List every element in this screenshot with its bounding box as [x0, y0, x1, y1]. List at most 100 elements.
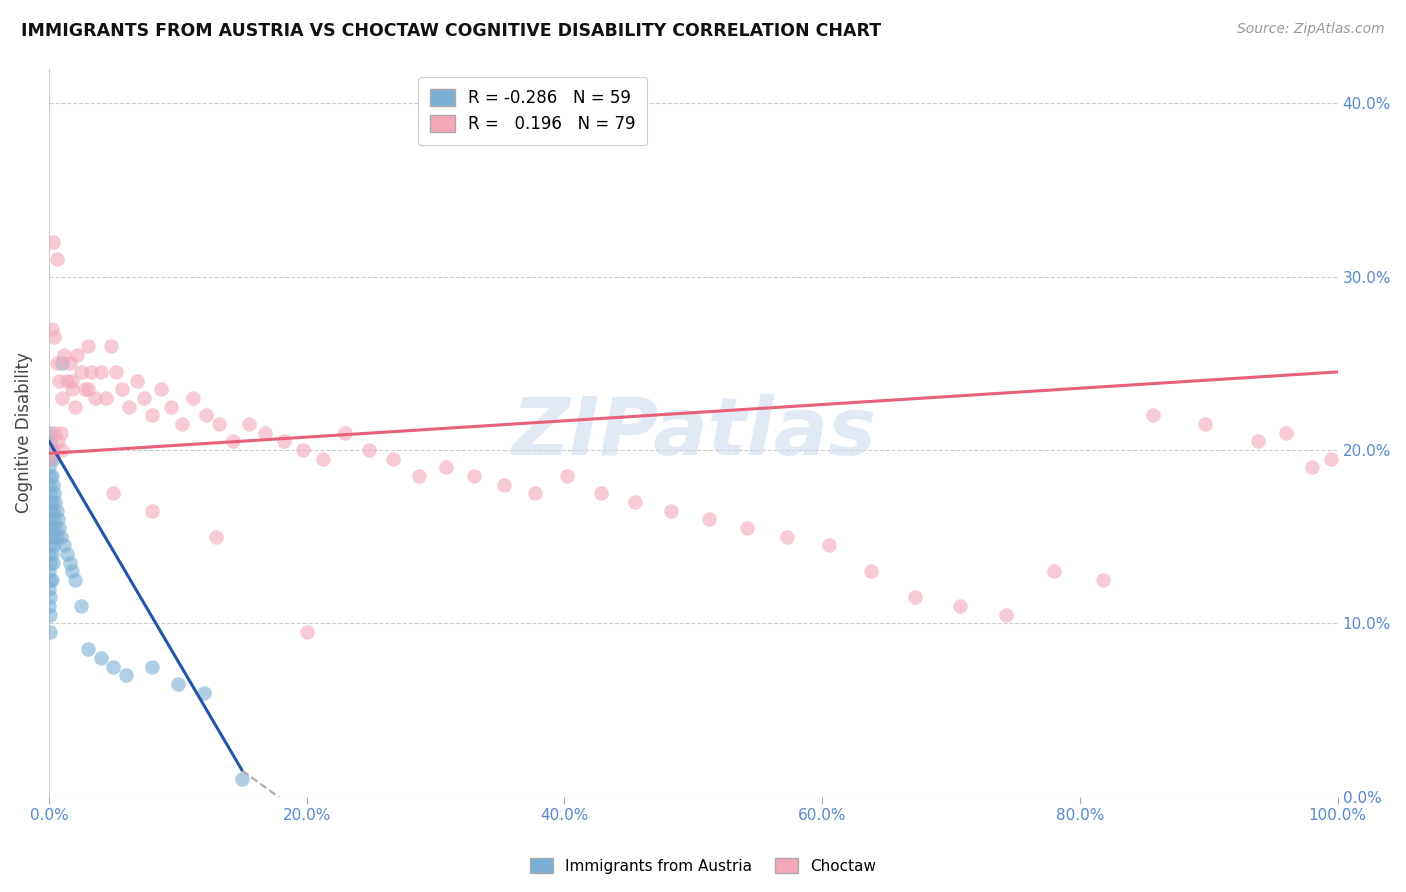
Point: [76, 642, 98, 657]
Point: [42, 530, 65, 544]
Point: [42, 451, 65, 466]
Point: [39, 573, 62, 587]
Point: [238, 417, 260, 431]
Point: [166, 677, 188, 691]
Point: [904, 591, 927, 605]
Point: [44, 495, 66, 509]
Point: [42, 330, 65, 344]
Point: [195, 409, 218, 423]
Point: [56, 547, 79, 561]
Point: [38, 582, 60, 596]
Point: [434, 460, 457, 475]
Point: [39, 556, 62, 570]
Point: [39, 607, 62, 622]
Point: [995, 607, 1018, 622]
Point: [70, 599, 93, 613]
Point: [39, 486, 62, 500]
Point: [291, 442, 314, 457]
Y-axis label: Cognitive Disability: Cognitive Disability: [15, 352, 32, 513]
Point: [41, 521, 63, 535]
Point: [60, 564, 83, 578]
Point: [80, 365, 103, 379]
Point: [100, 339, 122, 353]
Point: [42, 477, 65, 491]
Point: [70, 365, 93, 379]
Point: [170, 417, 193, 431]
Point: [1275, 425, 1298, 440]
Point: [661, 503, 683, 517]
Point: [42, 538, 65, 552]
Point: [141, 503, 163, 517]
Point: [46, 512, 69, 526]
Point: [492, 477, 515, 491]
Point: [231, 772, 253, 787]
Point: [53, 348, 76, 362]
Point: [103, 659, 125, 673]
Point: [49, 530, 72, 544]
Point: [589, 486, 612, 500]
Point: [141, 409, 163, 423]
Point: [63, 400, 86, 414]
Point: [118, 400, 141, 414]
Point: [42, 442, 65, 457]
Point: [193, 686, 215, 700]
Point: [38, 477, 60, 491]
Point: [48, 374, 70, 388]
Point: [58, 356, 80, 370]
Point: [38, 495, 60, 509]
Point: [42, 486, 65, 500]
Point: [39, 434, 62, 449]
Legend: R = -0.286   N = 59, R =   0.196   N = 79: R = -0.286 N = 59, R = 0.196 N = 79: [418, 77, 647, 145]
Point: [42, 503, 65, 517]
Point: [222, 434, 245, 449]
Point: [41, 547, 63, 561]
Point: [89, 651, 111, 665]
Point: [104, 365, 127, 379]
Point: [39, 451, 62, 466]
Point: [94, 391, 117, 405]
Point: [817, 538, 839, 552]
Point: [44, 425, 66, 440]
Point: [39, 538, 62, 552]
Point: [208, 417, 231, 431]
Point: [1301, 460, 1323, 475]
Point: [58, 556, 80, 570]
Point: [51, 442, 73, 457]
Point: [463, 469, 485, 483]
Point: [66, 348, 89, 362]
Point: [949, 599, 972, 613]
Text: Source: ZipAtlas.com: Source: ZipAtlas.com: [1237, 22, 1385, 37]
Point: [41, 573, 63, 587]
Point: [382, 451, 405, 466]
Point: [39, 451, 62, 466]
Point: [125, 374, 148, 388]
Point: [39, 624, 62, 639]
Point: [624, 495, 647, 509]
Point: [49, 425, 72, 440]
Point: [42, 556, 65, 570]
Point: [1142, 409, 1164, 423]
Point: [523, 486, 546, 500]
Legend: Immigrants from Austria, Choctaw: Immigrants from Austria, Choctaw: [524, 852, 882, 880]
Point: [103, 486, 125, 500]
Point: [181, 391, 204, 405]
Point: [38, 530, 60, 544]
Point: [53, 538, 76, 552]
Point: [45, 530, 67, 544]
Point: [737, 521, 759, 535]
Point: [76, 339, 98, 353]
Point: [141, 659, 163, 673]
Point: [115, 668, 138, 682]
Point: [38, 599, 60, 613]
Text: ZIPatlas: ZIPatlas: [510, 393, 876, 472]
Point: [60, 382, 83, 396]
Point: [160, 400, 183, 414]
Point: [56, 374, 79, 388]
Point: [254, 425, 277, 440]
Point: [335, 425, 357, 440]
Point: [42, 512, 65, 526]
Point: [555, 469, 578, 483]
Point: [60, 374, 83, 388]
Point: [42, 235, 65, 249]
Point: [63, 573, 86, 587]
